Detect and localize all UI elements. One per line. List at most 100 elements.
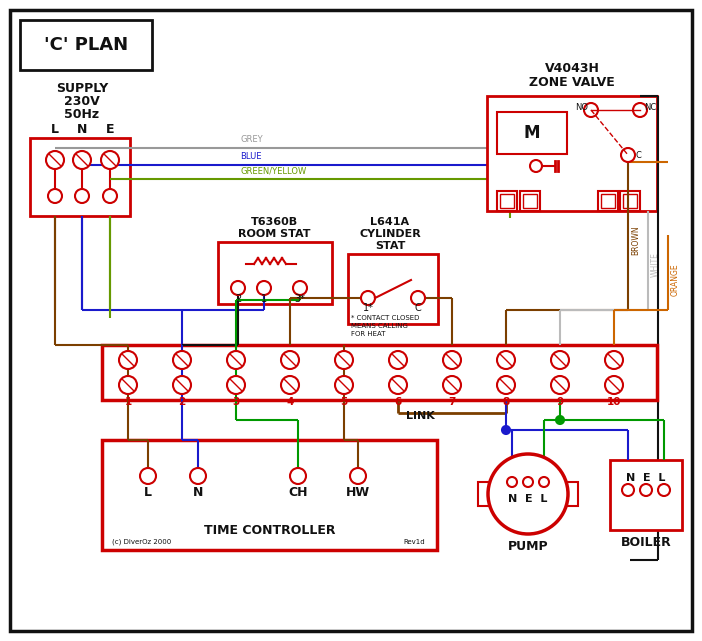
Circle shape (551, 376, 569, 394)
Text: N: N (77, 122, 87, 135)
Circle shape (633, 103, 647, 117)
Text: 50Hz: 50Hz (65, 108, 100, 121)
Text: BLUE: BLUE (240, 152, 262, 161)
Text: 1*: 1* (362, 303, 373, 313)
Circle shape (622, 484, 634, 496)
Circle shape (281, 351, 299, 369)
Text: FOR HEAT: FOR HEAT (351, 331, 385, 337)
Circle shape (361, 291, 375, 305)
FancyBboxPatch shape (487, 96, 657, 211)
Text: GREY: GREY (240, 135, 263, 144)
Circle shape (350, 468, 366, 484)
Text: NO: NO (576, 103, 588, 112)
Circle shape (335, 351, 353, 369)
FancyBboxPatch shape (218, 242, 332, 304)
FancyBboxPatch shape (610, 460, 682, 530)
Text: L641A: L641A (371, 217, 409, 227)
Text: CYLINDER: CYLINDER (359, 229, 421, 239)
Circle shape (48, 189, 62, 203)
FancyBboxPatch shape (620, 191, 640, 211)
Circle shape (551, 351, 569, 369)
Circle shape (257, 281, 271, 295)
Text: MEANS CALLING: MEANS CALLING (351, 323, 408, 329)
Text: 2: 2 (235, 294, 241, 304)
Text: GREEN/YELLOW: GREEN/YELLOW (240, 166, 306, 175)
Circle shape (119, 376, 137, 394)
FancyBboxPatch shape (102, 345, 657, 400)
Text: 230V: 230V (64, 94, 100, 108)
Circle shape (605, 376, 623, 394)
Circle shape (443, 376, 461, 394)
Text: L: L (51, 122, 59, 135)
Circle shape (389, 351, 407, 369)
Text: CH: CH (289, 485, 307, 499)
Circle shape (658, 484, 670, 496)
Circle shape (335, 376, 353, 394)
Circle shape (584, 103, 598, 117)
Text: N  E  L: N E L (626, 473, 665, 483)
Circle shape (119, 351, 137, 369)
Circle shape (101, 151, 119, 169)
Text: 1: 1 (261, 294, 267, 304)
Text: N  E  L: N E L (508, 494, 548, 504)
FancyBboxPatch shape (497, 112, 567, 154)
Text: * CONTACT CLOSED: * CONTACT CLOSED (351, 315, 419, 321)
Text: N: N (193, 485, 203, 499)
Circle shape (293, 281, 307, 295)
Circle shape (507, 477, 517, 487)
Text: HW: HW (346, 485, 370, 499)
Text: STAT: STAT (375, 241, 405, 251)
Circle shape (539, 477, 549, 487)
Text: 5: 5 (340, 397, 347, 407)
Text: PUMP: PUMP (508, 540, 548, 553)
Text: BOILER: BOILER (621, 535, 671, 549)
Circle shape (73, 151, 91, 169)
Circle shape (443, 351, 461, 369)
Circle shape (227, 376, 245, 394)
FancyBboxPatch shape (478, 482, 498, 506)
Circle shape (46, 151, 64, 169)
Text: C: C (635, 151, 641, 160)
Circle shape (605, 351, 623, 369)
Text: T6360B: T6360B (251, 217, 298, 227)
Text: L: L (144, 485, 152, 499)
Circle shape (640, 484, 652, 496)
Text: LINK: LINK (406, 411, 435, 421)
Text: SUPPLY: SUPPLY (56, 81, 108, 94)
Text: 2: 2 (178, 397, 185, 407)
Text: ORANGE: ORANGE (671, 263, 680, 296)
Text: 3*: 3* (295, 294, 305, 304)
Circle shape (281, 376, 299, 394)
Circle shape (556, 416, 564, 424)
Text: 4: 4 (286, 397, 293, 407)
Circle shape (75, 189, 89, 203)
Circle shape (227, 351, 245, 369)
Text: ROOM STAT: ROOM STAT (238, 229, 310, 239)
FancyBboxPatch shape (10, 10, 692, 631)
Circle shape (488, 454, 568, 534)
Text: 6: 6 (395, 397, 402, 407)
Text: M: M (524, 124, 541, 142)
Circle shape (190, 468, 206, 484)
Text: V4043H: V4043H (545, 62, 600, 74)
FancyBboxPatch shape (520, 191, 540, 211)
Text: 10: 10 (607, 397, 621, 407)
Text: 3: 3 (232, 397, 239, 407)
Circle shape (497, 376, 515, 394)
Text: NC: NC (644, 103, 656, 112)
Circle shape (231, 281, 245, 295)
Circle shape (103, 189, 117, 203)
FancyBboxPatch shape (30, 138, 130, 216)
Text: 9: 9 (557, 397, 564, 407)
Circle shape (173, 351, 191, 369)
Circle shape (140, 468, 156, 484)
Text: TIME CONTROLLER: TIME CONTROLLER (204, 524, 336, 537)
Text: 7: 7 (449, 397, 456, 407)
FancyBboxPatch shape (20, 20, 152, 70)
FancyBboxPatch shape (558, 482, 578, 506)
Text: C: C (415, 303, 421, 313)
FancyBboxPatch shape (497, 191, 517, 211)
FancyBboxPatch shape (348, 254, 438, 324)
Circle shape (290, 468, 306, 484)
FancyBboxPatch shape (598, 191, 618, 211)
